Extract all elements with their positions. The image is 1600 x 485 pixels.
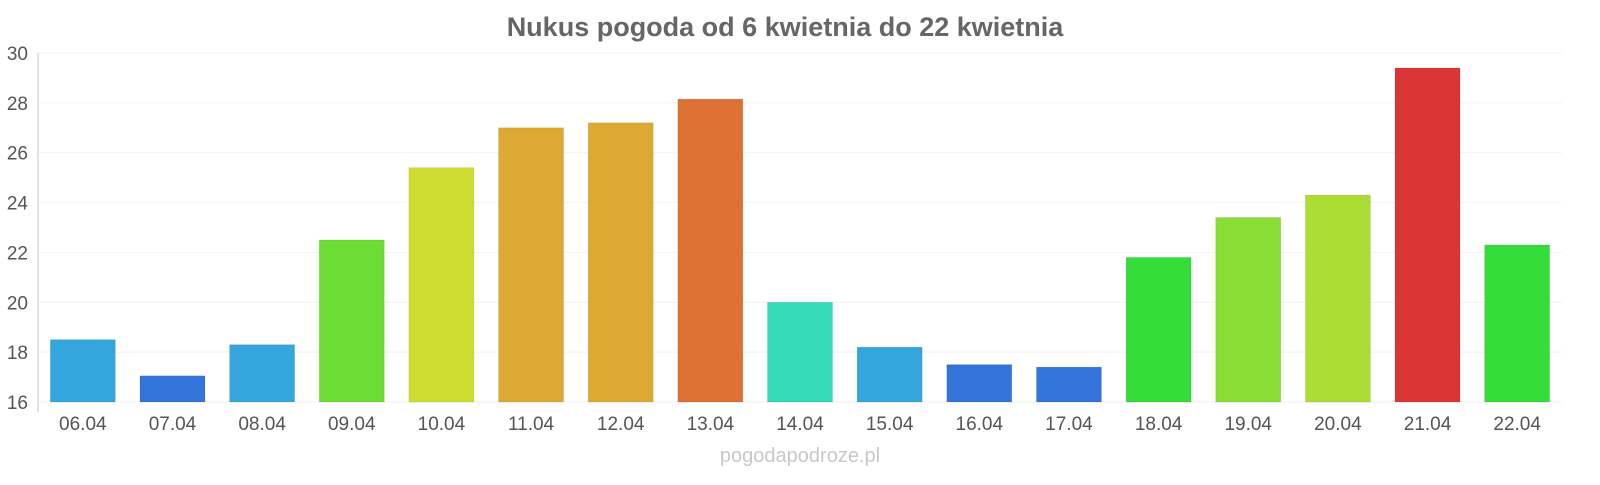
y-tick-label: 24 [7,194,29,215]
watermark: pogodapodroze.pl [720,445,880,467]
bar-21.04[interactable] [1394,67,1461,403]
x-tick-label: 22.04 [1493,414,1541,435]
x-tick-label: 09.04 [328,414,376,435]
x-tick-label: 20.04 [1314,414,1362,435]
bar-15.04[interactable] [856,346,923,403]
x-tick-label: 13.04 [687,414,735,435]
y-tick-label: 28 [7,94,28,115]
bar-13.04[interactable] [677,98,744,403]
x-tick-label: 10.04 [418,414,466,435]
x-tick-label: 08.04 [238,414,286,435]
x-tick-label: 06.04 [59,414,107,435]
y-tick-label: 20 [7,293,28,314]
bar-18.04[interactable] [1125,256,1192,403]
bar-09.04[interactable] [318,239,385,403]
bar-16.04[interactable] [946,364,1013,403]
bar-10.04[interactable] [408,167,475,403]
x-tick-label: 17.04 [1045,414,1093,435]
y-tick-label: 18 [7,343,28,364]
y-tick-label: 16 [7,393,28,414]
bar-06.04[interactable] [49,339,116,403]
bar-19.04[interactable] [1215,217,1282,403]
bar-12.04[interactable] [587,122,654,403]
y-tick-label: 26 [7,144,28,165]
x-tick-label: 15.04 [866,414,914,435]
bar-14.04[interactable] [767,301,833,403]
y-tick-label: 30 [7,44,28,65]
bar-11.04[interactable] [498,127,565,403]
chart-title: Nukus pogoda od 6 kwietnia do 22 kwietni… [507,12,1065,42]
x-tick-label: 19.04 [1224,414,1272,435]
x-tick-label: 11.04 [508,414,555,435]
x-tick-label: 14.04 [776,414,824,435]
x-tick-label: 16.04 [956,414,1004,435]
bar-20.04[interactable] [1304,194,1371,403]
x-tick-label: 18.04 [1135,414,1183,435]
bar-07.04[interactable] [139,375,206,403]
x-tick-label: 07.04 [149,414,197,435]
bar-08.04[interactable] [229,344,296,403]
bar-22.04[interactable] [1484,244,1551,403]
bar-17.04[interactable] [1035,366,1102,403]
x-tick-label: 12.04 [597,414,645,435]
x-tick-label: 21.04 [1404,414,1452,435]
y-tick-label: 22 [7,243,28,264]
